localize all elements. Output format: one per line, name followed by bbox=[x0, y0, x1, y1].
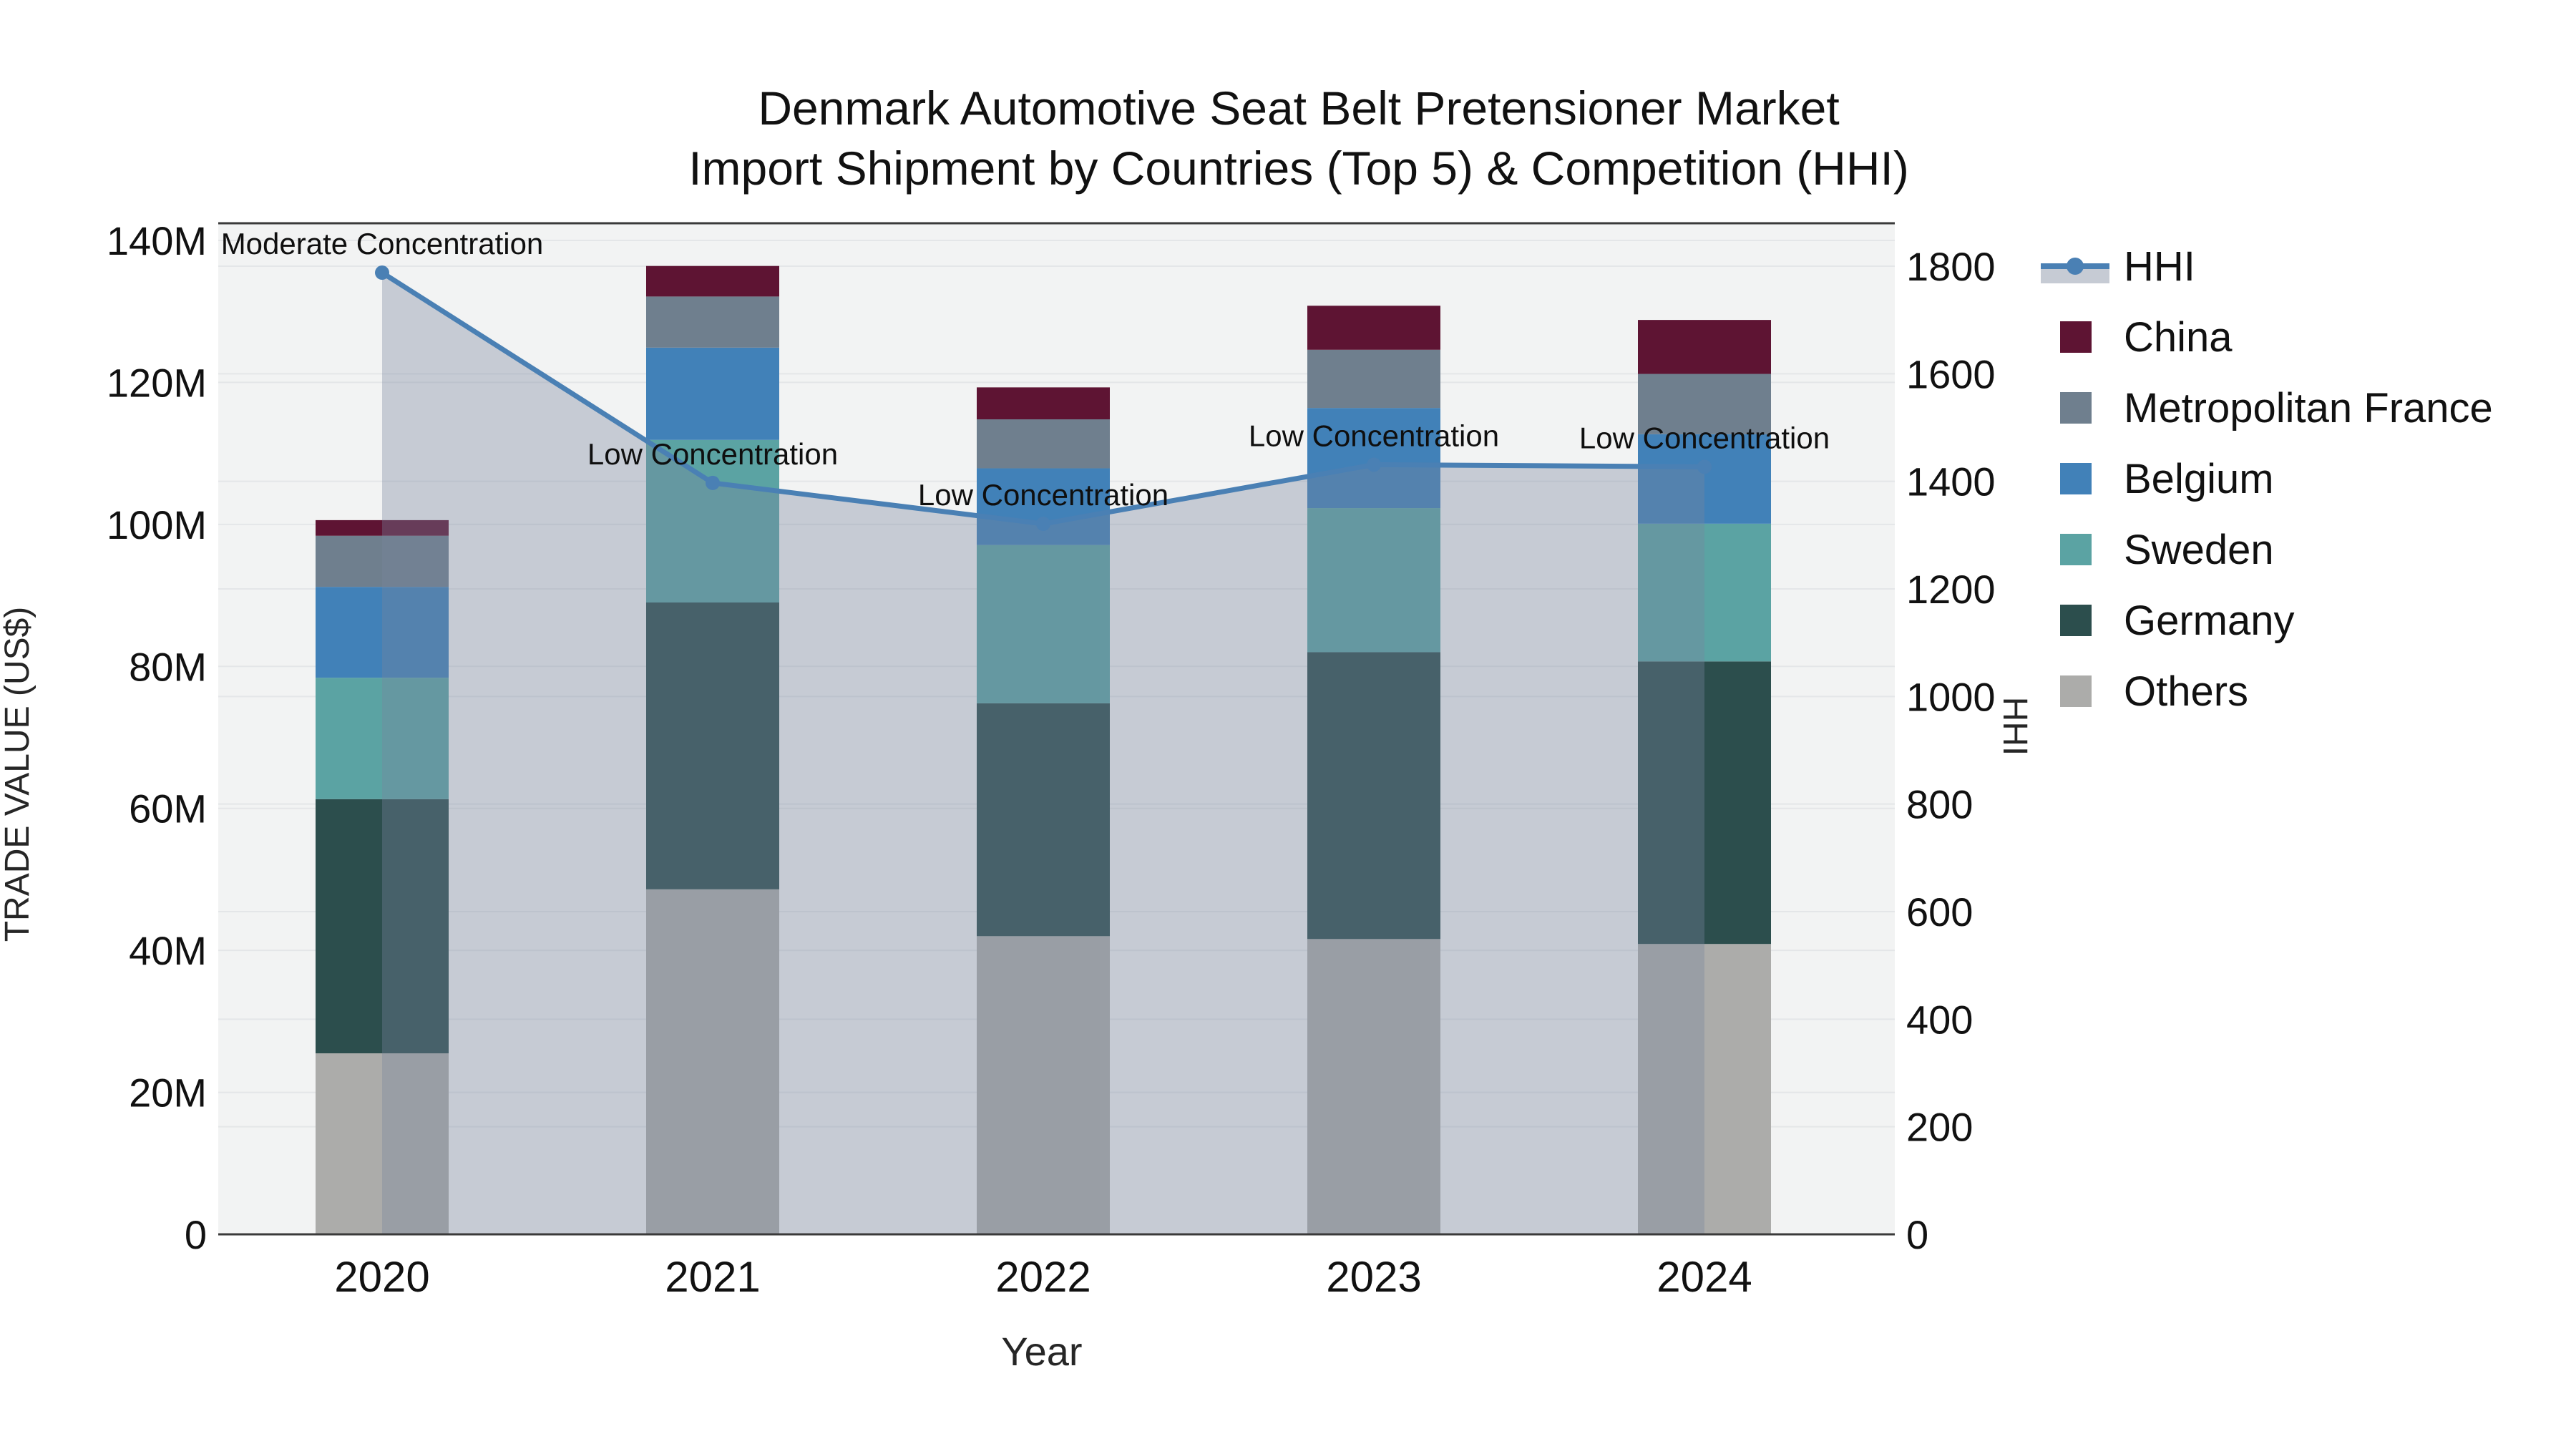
legend-item-belgium[interactable]: Belgium bbox=[2060, 456, 2274, 502]
y-right-tick-label: 200 bbox=[1906, 1105, 1973, 1150]
bar-segment-germany-2020[interactable] bbox=[316, 799, 449, 1054]
legend-label: HHI bbox=[2124, 243, 2195, 290]
y-left-tick-label: 40M bbox=[129, 928, 207, 973]
legend-color-swatch bbox=[2060, 392, 2092, 424]
legend-label: Sweden bbox=[2124, 527, 2274, 573]
hhi-fill-group bbox=[382, 273, 1704, 1234]
y-left-tick-label: 60M bbox=[129, 786, 207, 831]
y-left-axis-title: TRADE VALUE (US$) bbox=[0, 607, 36, 942]
bar-segment-germany-2023[interactable] bbox=[1307, 652, 1440, 940]
bar-segment-others-2022[interactable] bbox=[977, 936, 1110, 1234]
legend-label: China bbox=[2124, 314, 2233, 361]
bar-segment-germany-2022[interactable] bbox=[977, 703, 1110, 937]
hhi-fill-area bbox=[382, 273, 1704, 1234]
hhi-marker-2023[interactable] bbox=[1367, 457, 1381, 472]
y-right-tick-label: 1200 bbox=[1906, 567, 1996, 612]
tick-labels-group: 0 20M 40M 60M 80M 100M 120M 140M 0 200 400 600 800 10… bbox=[107, 218, 1996, 1301]
legend-label: Germany bbox=[2124, 597, 2295, 644]
legend-color-swatch bbox=[2060, 534, 2092, 565]
legend-label: Others bbox=[2124, 668, 2248, 715]
bar-segment-metropolitan-france-2022[interactable] bbox=[977, 419, 1110, 469]
x-tick-label-2020: 2020 bbox=[334, 1253, 429, 1301]
annotations-group: Moderate Concentration Low Concentration L… bbox=[221, 227, 1830, 512]
annotation-2024: Low Concentration bbox=[1579, 421, 1830, 454]
bar-segment-metropolitan-france-2023[interactable] bbox=[1307, 349, 1440, 409]
hhi-marker-2024[interactable] bbox=[1697, 459, 1712, 474]
y-right-tick-label: 800 bbox=[1906, 782, 1973, 827]
bar-segment-china-2024[interactable] bbox=[1638, 320, 1771, 374]
x-tick-label-2021: 2021 bbox=[665, 1253, 760, 1301]
legend-item-hhi[interactable]: HHI bbox=[2041, 243, 2195, 290]
bar-segment-others-2021[interactable] bbox=[646, 889, 779, 1234]
legend-label: Metropolitan France bbox=[2124, 385, 2493, 431]
y-right-tick-label: 1800 bbox=[1906, 244, 1996, 289]
bar-segment-belgium-2020[interactable] bbox=[316, 587, 449, 678]
bar-segment-china-2023[interactable] bbox=[1307, 306, 1440, 350]
y-right-tick-label: 600 bbox=[1906, 889, 1973, 935]
y-right-tick-label: 1400 bbox=[1906, 459, 1996, 504]
legend-item-metropolitan-france[interactable]: Metropolitan France bbox=[2060, 385, 2493, 431]
bar-segment-belgium-2021[interactable] bbox=[646, 347, 779, 440]
bar-segment-belgium-2024[interactable] bbox=[1638, 434, 1771, 524]
bar-segment-others-2020[interactable] bbox=[316, 1053, 449, 1234]
legend-group: HHI China Metropolitan France Belgium Sweden… bbox=[2041, 243, 2493, 715]
legend-hhi-fill-swatch bbox=[2041, 268, 2109, 283]
bar-segment-others-2024[interactable] bbox=[1638, 944, 1771, 1234]
bar-segment-sweden-2022[interactable] bbox=[977, 545, 1110, 703]
bar-segment-china-2020[interactable] bbox=[316, 519, 449, 536]
bar-segment-germany-2021[interactable] bbox=[646, 602, 779, 889]
hhi-marker-2020[interactable] bbox=[375, 265, 389, 280]
legend-item-germany[interactable]: Germany bbox=[2060, 597, 2295, 644]
y-right-tick-label: 1600 bbox=[1906, 351, 1996, 396]
annotation-2022: Low Concentration bbox=[918, 478, 1169, 512]
y-left-tick-label: 20M bbox=[129, 1070, 207, 1116]
x-tick-label-2024: 2024 bbox=[1657, 1253, 1752, 1301]
legend-color-swatch bbox=[2060, 321, 2092, 353]
legend-label: Belgium bbox=[2124, 456, 2274, 502]
y-left-tick-label: 140M bbox=[107, 218, 207, 263]
x-tick-label-2023: 2023 bbox=[1326, 1253, 1421, 1301]
bar-segment-metropolitan-france-2020[interactable] bbox=[316, 535, 449, 587]
annotation-2021: Low Concentration bbox=[587, 437, 838, 471]
y-right-tick-label: 1000 bbox=[1906, 674, 1996, 719]
legend-color-swatch bbox=[2060, 605, 2092, 636]
bars-group bbox=[316, 265, 1771, 1234]
hhi-line-group bbox=[375, 265, 1712, 532]
hhi-marker-2022[interactable] bbox=[1036, 517, 1050, 532]
bar-segment-belgium-2022[interactable] bbox=[977, 468, 1110, 545]
x-tick-label-2022: 2022 bbox=[995, 1253, 1091, 1301]
bar-segment-germany-2024[interactable] bbox=[1638, 661, 1771, 945]
bar-segment-metropolitan-france-2024[interactable] bbox=[1638, 374, 1771, 434]
y-right-tick-label: 400 bbox=[1906, 997, 1973, 1042]
y-left-tick-label: 0 bbox=[185, 1212, 207, 1257]
bar-segment-sweden-2024[interactable] bbox=[1638, 523, 1771, 662]
bar-segment-sweden-2020[interactable] bbox=[316, 678, 449, 799]
hhi-marker-2021[interactable] bbox=[706, 475, 720, 490]
annotation-2020: Moderate Concentration bbox=[221, 227, 544, 260]
y-left-tick-label: 100M bbox=[107, 502, 207, 547]
chart-subtitle: Import Shipment by Countries (Top 5) & C… bbox=[688, 142, 1909, 195]
annotation-2023: Low Concentration bbox=[1249, 419, 1499, 452]
x-axis-title: Year bbox=[1001, 1329, 1082, 1374]
legend-item-china[interactable]: China bbox=[2060, 314, 2233, 361]
y-left-tick-label: 80M bbox=[129, 644, 207, 689]
legend-item-sweden[interactable]: Sweden bbox=[2060, 527, 2274, 573]
bar-segment-sweden-2021[interactable] bbox=[646, 439, 779, 602]
y-right-axis-title: HHI bbox=[1996, 697, 2034, 756]
bar-segment-sweden-2023[interactable] bbox=[1307, 508, 1440, 653]
bar-segment-others-2023[interactable] bbox=[1307, 939, 1440, 1234]
legend-color-swatch bbox=[2060, 675, 2092, 707]
legend-item-others[interactable]: Others bbox=[2060, 668, 2248, 715]
y-left-tick-label: 120M bbox=[107, 360, 207, 405]
bar-segment-china-2021[interactable] bbox=[646, 265, 779, 297]
bar-segment-china-2022[interactable] bbox=[977, 387, 1110, 420]
bar-segment-metropolitan-france-2021[interactable] bbox=[646, 296, 779, 348]
legend-hhi-marker-icon bbox=[2067, 258, 2084, 275]
legend-color-swatch bbox=[2060, 463, 2092, 494]
chart-title: Denmark Automotive Seat Belt Pretensione… bbox=[758, 82, 1839, 135]
plot-borders-group bbox=[218, 222, 1895, 1236]
y-right-tick-label: 0 bbox=[1906, 1212, 1928, 1257]
